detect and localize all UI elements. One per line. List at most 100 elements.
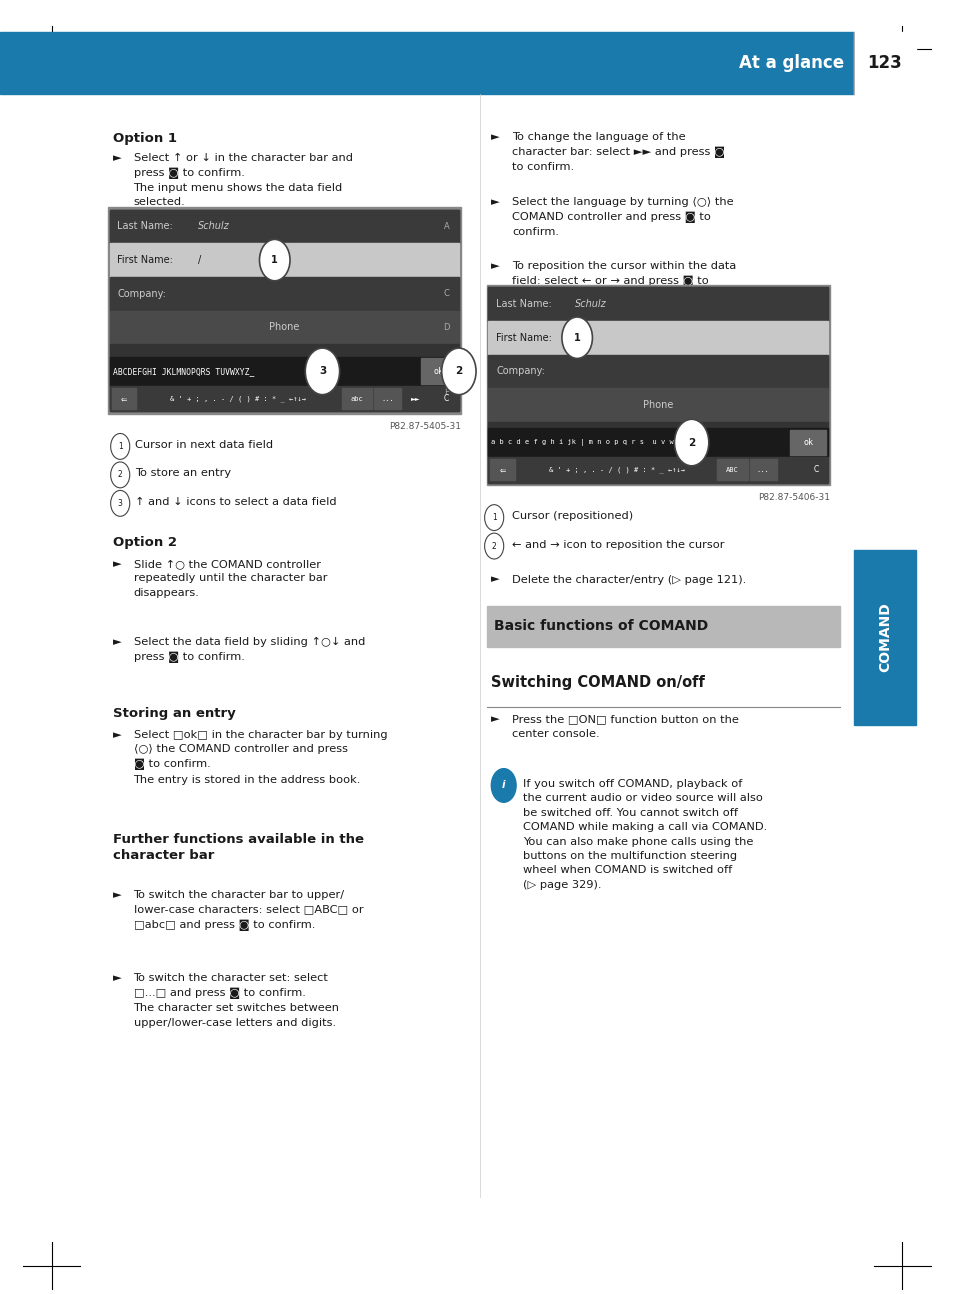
Text: Option 2: Option 2 xyxy=(112,536,176,549)
Text: A: A xyxy=(443,223,449,230)
Text: ...: ... xyxy=(756,467,769,472)
Text: & ' + ; , . - / ( ) # : * _ ←↑↓→: & ' + ; , . - / ( ) # : * _ ←↑↓→ xyxy=(170,395,306,402)
Text: Select the language by turning ⟨○⟩ the
COMAND controller and press ◙ to
confirm.: Select the language by turning ⟨○⟩ the C… xyxy=(512,197,733,237)
Circle shape xyxy=(491,769,516,802)
Bar xyxy=(110,357,458,386)
Bar xyxy=(374,388,400,409)
Text: Storing an entry: Storing an entry xyxy=(112,707,235,719)
Text: F: F xyxy=(444,388,449,397)
Text: E: E xyxy=(443,357,449,365)
Text: ►: ► xyxy=(112,637,121,647)
Text: 2: 2 xyxy=(118,471,122,479)
Bar xyxy=(420,358,456,384)
Bar xyxy=(490,459,515,480)
Text: Press the □ON□ function button on the
center console.: Press the □ON□ function button on the ce… xyxy=(512,714,739,739)
Bar xyxy=(488,422,827,455)
Bar xyxy=(110,386,458,411)
Text: ►: ► xyxy=(112,730,121,740)
Text: ►: ► xyxy=(491,714,499,725)
Bar xyxy=(486,285,829,485)
Text: Cursor in next data field: Cursor in next data field xyxy=(135,440,274,450)
Text: C: C xyxy=(443,290,449,298)
Text: ►: ► xyxy=(112,559,121,569)
Text: Company:: Company: xyxy=(496,366,544,377)
Text: ►: ► xyxy=(491,575,499,585)
Text: If you switch off COMAND, playback of
the current audio or video source will als: If you switch off COMAND, playback of th… xyxy=(522,779,766,890)
Bar xyxy=(110,210,458,411)
Text: 123: 123 xyxy=(866,54,902,71)
Text: First Name:: First Name: xyxy=(496,333,552,343)
Bar xyxy=(110,243,458,277)
Circle shape xyxy=(305,348,339,395)
Text: 1: 1 xyxy=(492,514,496,521)
Text: To reposition the cursor within the data
field: select ← or → and press ◙ to
con: To reposition the cursor within the data… xyxy=(512,261,736,302)
Text: ↑ and ↓ icons to select a data field: ↑ and ↓ icons to select a data field xyxy=(135,497,336,507)
Bar xyxy=(853,550,915,725)
Text: To change the language of the
character bar: select ►► and press ◙
to confirm.: To change the language of the character … xyxy=(512,132,724,172)
Text: ...: ... xyxy=(380,396,394,401)
Text: abc: abc xyxy=(350,396,363,401)
Text: Select □ok□ in the character bar by turning
⟨○⟩ the COMAND controller and press
: Select □ok□ in the character bar by turn… xyxy=(133,730,387,784)
Text: C: C xyxy=(812,466,818,474)
Bar xyxy=(488,457,827,483)
Bar xyxy=(0,31,853,94)
Text: First Name:: First Name: xyxy=(117,255,173,265)
Text: Option 1: Option 1 xyxy=(112,132,176,145)
Text: Phone: Phone xyxy=(269,322,299,333)
Text: ►: ► xyxy=(112,973,121,983)
Text: Switching COMAND on/off: Switching COMAND on/off xyxy=(491,675,704,691)
Text: 2: 2 xyxy=(687,437,695,448)
Bar xyxy=(488,321,827,355)
Text: ►: ► xyxy=(491,197,499,207)
Bar xyxy=(110,378,458,408)
Bar xyxy=(789,430,825,455)
Bar xyxy=(110,210,458,243)
Circle shape xyxy=(111,462,130,488)
Circle shape xyxy=(484,533,503,559)
Text: P82.87-5405-31: P82.87-5405-31 xyxy=(389,422,460,431)
Text: Further functions available in the
character bar: Further functions available in the chara… xyxy=(112,833,363,862)
Text: Cursor (repositioned): Cursor (repositioned) xyxy=(512,511,633,521)
Bar xyxy=(341,388,372,409)
Text: ⇐: ⇐ xyxy=(121,395,127,402)
Bar xyxy=(749,459,776,480)
Text: ABCDEFGHI JKLMNOPQRS TUVWXYZ_: ABCDEFGHI JKLMNOPQRS TUVWXYZ_ xyxy=(112,367,253,375)
Bar xyxy=(488,355,827,388)
Text: Company:: Company: xyxy=(117,289,166,299)
Text: ← and → icon to reposition the cursor: ← and → icon to reposition the cursor xyxy=(512,540,724,550)
Circle shape xyxy=(561,317,592,358)
Text: To store an entry: To store an entry xyxy=(135,468,232,479)
Text: ⇐: ⇐ xyxy=(499,466,505,474)
Bar xyxy=(110,344,458,378)
Text: 1: 1 xyxy=(118,443,122,450)
Text: 2: 2 xyxy=(492,542,496,550)
Text: Select ↑ or ↓ in the character bar and
press ◙ to confirm.
The input menu shows : Select ↑ or ↓ in the character bar and p… xyxy=(133,153,353,207)
Text: To switch the character set: select
□...□ and press ◙ to confirm.
The character : To switch the character set: select □...… xyxy=(133,973,339,1027)
Text: Select the data field by sliding ↑○↓ and
press ◙ to confirm.: Select the data field by sliding ↑○↓ and… xyxy=(133,637,365,663)
Circle shape xyxy=(259,239,290,281)
Circle shape xyxy=(111,433,130,459)
Text: ►►: ►► xyxy=(411,396,420,401)
Text: & ' + ; , . - / ( ) # : * _ ←↑↓→: & ' + ; , . - / ( ) # : * _ ←↑↓→ xyxy=(548,466,684,474)
Text: ok: ok xyxy=(434,367,443,375)
Text: Basic functions of COMAND: Basic functions of COMAND xyxy=(494,620,708,633)
Text: Last Name:: Last Name: xyxy=(117,221,172,232)
Text: Delete the character/entry (▷ page 121).: Delete the character/entry (▷ page 121). xyxy=(512,575,746,585)
Text: 3: 3 xyxy=(318,366,326,377)
Text: ►: ► xyxy=(491,132,499,142)
Text: Schulz: Schulz xyxy=(575,299,606,309)
Text: P82.87-5406-31: P82.87-5406-31 xyxy=(758,493,829,502)
Text: D: D xyxy=(442,324,449,331)
Text: Last Name:: Last Name: xyxy=(496,299,551,309)
Text: 1: 1 xyxy=(271,255,278,265)
Text: Slide ↑○ the COMAND controller
repeatedly until the character bar
disappears.: Slide ↑○ the COMAND controller repeatedl… xyxy=(133,559,327,598)
Text: ok: ok xyxy=(802,439,812,446)
Text: At a glance: At a glance xyxy=(739,54,843,71)
Bar xyxy=(717,459,747,480)
Text: 1: 1 xyxy=(573,333,580,343)
Bar xyxy=(110,277,458,311)
Text: 2: 2 xyxy=(455,366,462,377)
Text: To switch the character bar to upper/
lower-case characters: select □ABC□ or
□ab: To switch the character bar to upper/ lo… xyxy=(133,890,363,930)
Text: 3: 3 xyxy=(117,499,123,507)
Circle shape xyxy=(674,419,708,466)
